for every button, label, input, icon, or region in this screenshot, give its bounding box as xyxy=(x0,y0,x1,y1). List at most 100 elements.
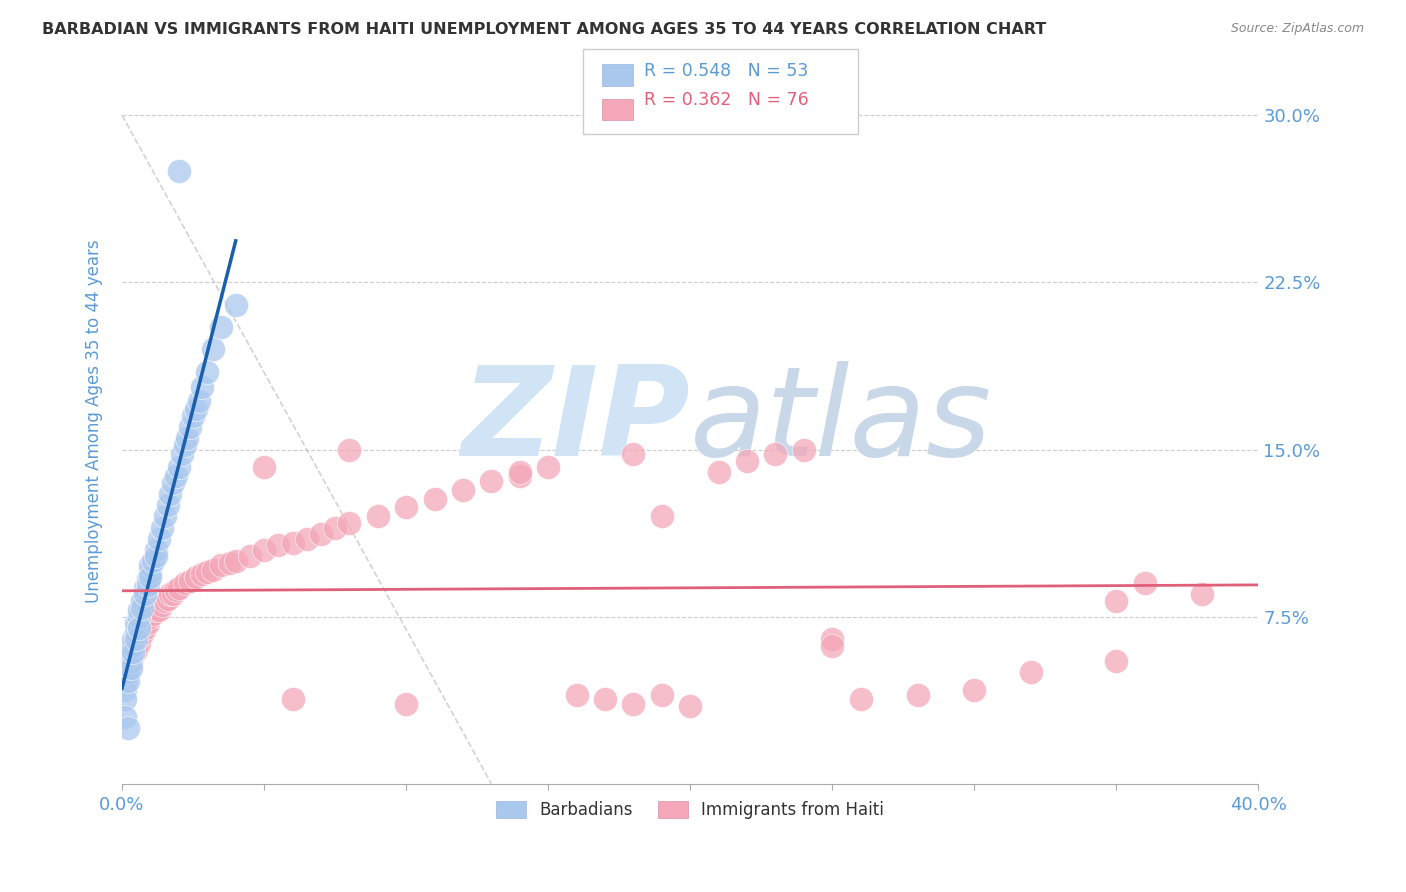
Immigrants from Haiti xyxy=(122,639,145,653)
Immigrants from Haiti xyxy=(849,692,872,706)
Immigrants from Haiti xyxy=(395,697,418,711)
Barbadians xyxy=(148,532,170,546)
Barbadians xyxy=(114,676,136,690)
Immigrants from Haiti xyxy=(211,558,233,573)
Immigrants from Haiti xyxy=(509,469,531,483)
Text: R = 0.362   N = 76: R = 0.362 N = 76 xyxy=(644,92,808,110)
Barbadians xyxy=(120,661,142,675)
Barbadians xyxy=(128,603,150,617)
Immigrants from Haiti xyxy=(159,587,181,601)
Immigrants from Haiti xyxy=(479,474,502,488)
Immigrants from Haiti xyxy=(131,627,153,641)
Immigrants from Haiti xyxy=(179,574,201,588)
Immigrants from Haiti xyxy=(1133,576,1156,591)
Barbadians xyxy=(187,393,209,408)
Immigrants from Haiti xyxy=(134,621,156,635)
Immigrants from Haiti xyxy=(907,688,929,702)
Immigrants from Haiti xyxy=(165,582,187,597)
Immigrants from Haiti xyxy=(593,692,616,706)
Barbadians xyxy=(117,665,139,680)
Immigrants from Haiti xyxy=(267,538,290,552)
Barbadians xyxy=(139,558,162,573)
Immigrants from Haiti xyxy=(128,636,150,650)
Barbadians xyxy=(156,498,179,512)
Immigrants from Haiti xyxy=(623,447,645,461)
Barbadians xyxy=(122,639,145,653)
Immigrants from Haiti xyxy=(120,654,142,668)
Immigrants from Haiti xyxy=(537,460,560,475)
Immigrants from Haiti xyxy=(114,654,136,668)
Immigrants from Haiti xyxy=(162,587,184,601)
Barbadians xyxy=(159,487,181,501)
Immigrants from Haiti xyxy=(707,465,730,479)
Barbadians xyxy=(153,509,176,524)
Barbadians xyxy=(167,460,190,475)
Immigrants from Haiti xyxy=(156,591,179,606)
Immigrants from Haiti xyxy=(195,565,218,579)
Immigrants from Haiti xyxy=(125,643,148,657)
Text: BARBADIAN VS IMMIGRANTS FROM HAITI UNEMPLOYMENT AMONG AGES 35 TO 44 YEARS CORREL: BARBADIAN VS IMMIGRANTS FROM HAITI UNEMP… xyxy=(42,22,1046,37)
Barbadians xyxy=(120,648,142,662)
Immigrants from Haiti xyxy=(219,556,242,570)
Text: R = 0.548   N = 53: R = 0.548 N = 53 xyxy=(644,62,808,80)
Immigrants from Haiti xyxy=(201,563,224,577)
Immigrants from Haiti xyxy=(735,453,758,467)
Immigrants from Haiti xyxy=(451,483,474,497)
Immigrants from Haiti xyxy=(120,648,142,662)
Immigrants from Haiti xyxy=(1191,587,1213,601)
Barbadians xyxy=(122,632,145,646)
Barbadians xyxy=(134,587,156,601)
Immigrants from Haiti xyxy=(1019,665,1042,680)
Immigrants from Haiti xyxy=(651,509,673,524)
Immigrants from Haiti xyxy=(765,447,787,461)
Barbadians xyxy=(125,625,148,640)
Barbadians xyxy=(170,447,193,461)
Barbadians xyxy=(136,572,159,586)
Immigrants from Haiti xyxy=(173,576,195,591)
Barbadians xyxy=(201,343,224,357)
Immigrants from Haiti xyxy=(125,632,148,646)
Immigrants from Haiti xyxy=(295,532,318,546)
Barbadians xyxy=(117,721,139,735)
Barbadians xyxy=(125,632,148,646)
Immigrants from Haiti xyxy=(281,692,304,706)
Immigrants from Haiti xyxy=(1105,654,1128,668)
Barbadians xyxy=(139,569,162,583)
Barbadians xyxy=(225,298,247,312)
Immigrants from Haiti xyxy=(253,460,276,475)
Barbadians xyxy=(136,578,159,592)
Immigrants from Haiti xyxy=(395,500,418,515)
Immigrants from Haiti xyxy=(190,567,212,582)
Barbadians xyxy=(173,438,195,452)
Immigrants from Haiti xyxy=(509,465,531,479)
Barbadians xyxy=(117,674,139,689)
Immigrants from Haiti xyxy=(148,603,170,617)
Immigrants from Haiti xyxy=(134,616,156,631)
Immigrants from Haiti xyxy=(821,639,844,653)
Immigrants from Haiti xyxy=(153,594,176,608)
Immigrants from Haiti xyxy=(963,683,986,698)
Immigrants from Haiti xyxy=(309,527,332,541)
Immigrants from Haiti xyxy=(128,625,150,640)
Y-axis label: Unemployment Among Ages 35 to 44 years: Unemployment Among Ages 35 to 44 years xyxy=(86,240,103,604)
Barbadians xyxy=(128,609,150,624)
Barbadians xyxy=(165,469,187,483)
Immigrants from Haiti xyxy=(651,688,673,702)
Immigrants from Haiti xyxy=(114,665,136,680)
Barbadians xyxy=(190,380,212,394)
Immigrants from Haiti xyxy=(423,491,446,506)
Barbadians xyxy=(128,621,150,635)
Barbadians xyxy=(142,554,165,568)
Immigrants from Haiti xyxy=(367,509,389,524)
Barbadians xyxy=(134,581,156,595)
Barbadians xyxy=(131,600,153,615)
Text: atlas: atlas xyxy=(690,361,993,483)
Immigrants from Haiti xyxy=(623,697,645,711)
Immigrants from Haiti xyxy=(142,607,165,622)
Immigrants from Haiti xyxy=(337,516,360,530)
Barbadians xyxy=(150,520,173,534)
Barbadians xyxy=(145,542,167,557)
Barbadians xyxy=(179,420,201,434)
Barbadians xyxy=(120,654,142,668)
Barbadians xyxy=(131,594,153,608)
